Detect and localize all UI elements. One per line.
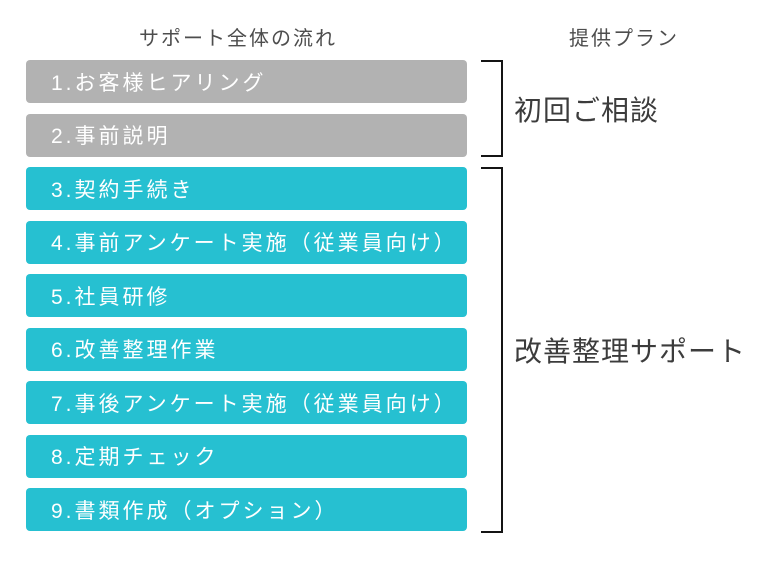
step-2-advance-explanation: 2.事前説明	[26, 113, 467, 157]
plan-label-initial-consultation: 初回ご相談	[514, 94, 660, 126]
step-3-contract-procedure: 3.契約手続き	[26, 167, 467, 210]
step-5-employee-training: 5.社員研修	[26, 274, 467, 317]
step-9-document-creation-option: 9.書類作成（オプション）	[26, 488, 467, 531]
initial-consultation-bracket	[481, 60, 503, 157]
step-6-improvement-organizing: 6.改善整理作業	[26, 327, 467, 371]
steps-list: 1.お客様ヒアリング 2.事前説明 3.契約手続き 4.事前アンケート実施（従業…	[26, 60, 467, 542]
step-8-regular-check: 8.定期チェック	[26, 434, 467, 478]
step-1-customer-hearing: 1.お客様ヒアリング	[26, 60, 467, 103]
flow-column-title: サポート全体の流れ	[139, 28, 337, 50]
plan-column-title: 提供プラン	[569, 28, 679, 50]
plan-label-improvement-support: 改善整理サポート	[514, 336, 747, 367]
step-4-pre-survey-employees: 4.事前アンケート実施（従業員向け）	[26, 220, 467, 264]
step-7-post-survey-employees: 7.事後アンケート実施（従業員向け）	[26, 381, 467, 424]
improvement-support-bracket	[481, 167, 503, 533]
